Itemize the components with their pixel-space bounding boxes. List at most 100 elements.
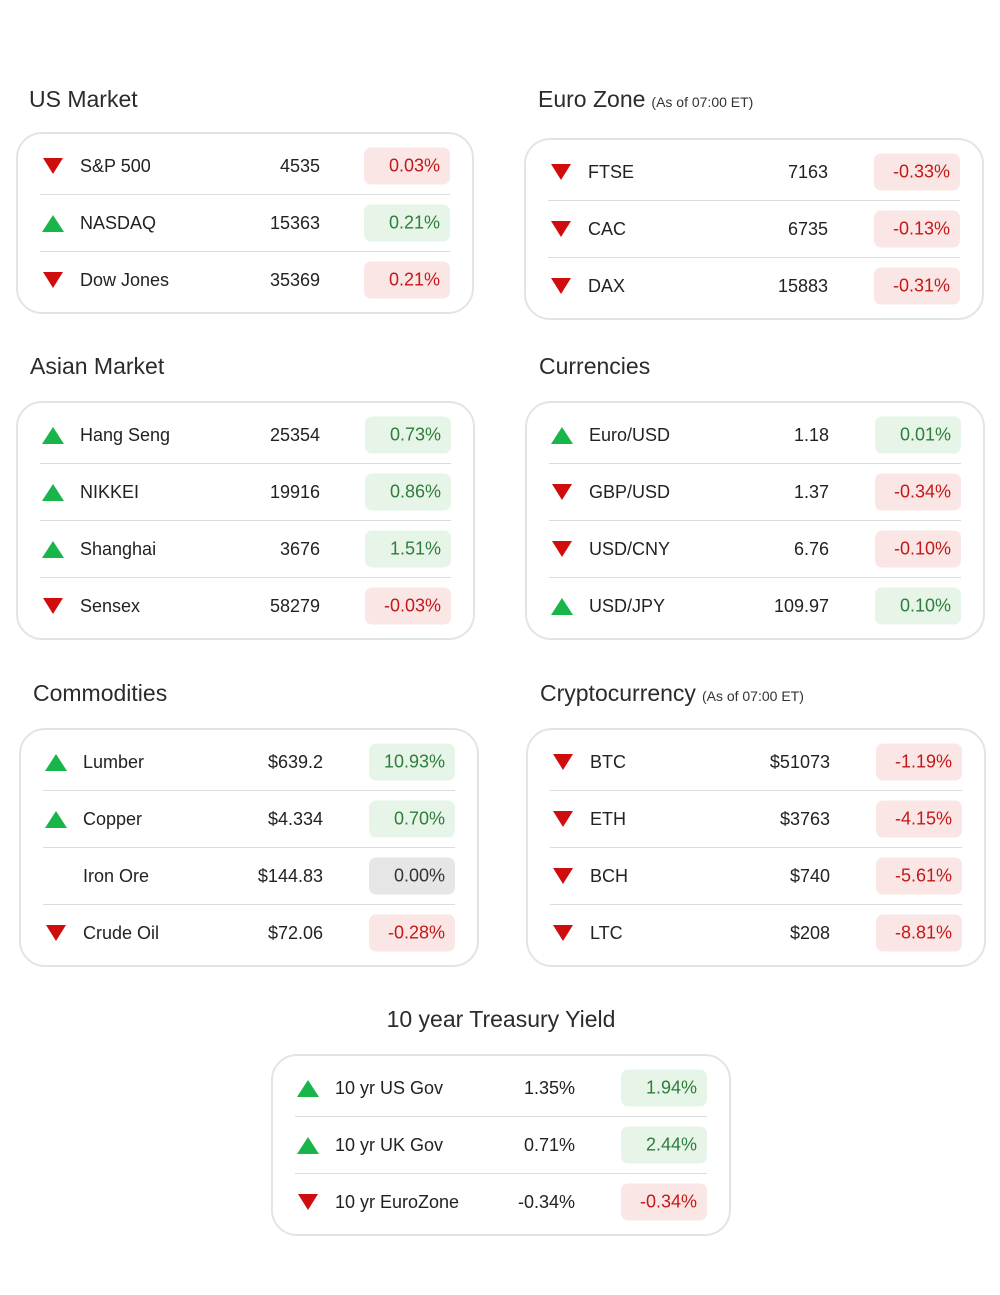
section-title-text: Asian Market: [30, 353, 165, 379]
section-title-text: Euro Zone: [538, 86, 646, 112]
cryptocurrency-section: Cryptocurrency (As of 07:00 ET) BTC $51073…: [526, 678, 986, 967]
ticker-row[interactable]: Shanghai 3676 1.51%: [40, 521, 451, 578]
change-badge: 0.70%: [369, 800, 455, 838]
ticker-name: LTC: [590, 922, 623, 943]
ticker-name: BCH: [590, 865, 629, 886]
change-badge: 1.94%: [621, 1069, 707, 1107]
ticker-name: USD/JPY: [589, 595, 666, 616]
ticker-value: 1.35%: [523, 1077, 575, 1098]
ticker-row[interactable]: 10 yr US Gov 1.35% 1.94%: [295, 1060, 707, 1117]
section-subtitle: (As of 07:00 ET): [651, 94, 754, 110]
ticker-row[interactable]: Euro/USD 1.18 0.01%: [549, 407, 961, 464]
ticker-value: $144.83: [257, 865, 323, 886]
arrow-down-icon: [549, 482, 575, 502]
ticker-row[interactable]: Lumber $639.2 10.93%: [43, 734, 455, 791]
section-title-text: Commodities: [33, 680, 168, 706]
arrow-down-icon: [548, 219, 574, 239]
change-badge: -0.34%: [621, 1183, 707, 1221]
ticker-row[interactable]: 10 yr EuroZone -0.34% -0.34%: [295, 1174, 707, 1230]
ticker-name: USD/CNY: [589, 538, 671, 559]
arrow-up-icon: [549, 596, 575, 616]
change-badge: -0.33%: [874, 153, 960, 191]
ticker-name: 10 yr EuroZone: [335, 1191, 460, 1212]
ticker-value: 0.71%: [523, 1134, 575, 1155]
ticker-row[interactable]: Copper $4.334 0.70%: [43, 791, 455, 848]
ticker-name: Iron Ore: [83, 865, 150, 886]
ticker-value: 7163: [787, 161, 828, 182]
arrow-up-icon: [43, 752, 69, 772]
ticker-value: 58279: [269, 595, 320, 616]
section-title: Currencies: [525, 351, 985, 381]
ticker-row[interactable]: Sensex 58279 -0.03%: [40, 578, 451, 634]
ticker-value: $639.2: [267, 751, 323, 772]
change-badge: 2.44%: [621, 1126, 707, 1164]
ticker-row[interactable]: USD/JPY 109.97 0.10%: [549, 578, 961, 634]
asian-market-card: Hang Seng 25354 0.73% NIKKEI 19916 0.86% Shang…: [16, 401, 475, 640]
ticker-row[interactable]: NASDAQ 15363 0.21%: [40, 195, 450, 252]
ticker-row[interactable]: USD/CNY 6.76 -0.10%: [549, 521, 961, 578]
no-change-icon: [43, 866, 69, 886]
arrow-up-icon: [40, 425, 66, 445]
ticker-name: Dow Jones: [80, 269, 170, 290]
ticker-value: 1.18: [793, 424, 829, 445]
ticker-value: $51073: [769, 751, 830, 772]
ticker-row[interactable]: Dow Jones 35369 0.21%: [40, 252, 450, 308]
ticker-name: 10 yr UK Gov: [335, 1134, 444, 1155]
ticker-value: -0.34%: [517, 1191, 575, 1212]
ticker-row[interactable]: DAX 15883 -0.31%: [548, 258, 960, 314]
ticker-row[interactable]: Iron Ore $144.83 0.00%: [43, 848, 455, 905]
arrow-up-icon: [40, 482, 66, 502]
change-badge: 0.21%: [364, 204, 450, 242]
ticker-row[interactable]: ETH $3763 -4.15%: [550, 791, 962, 848]
ticker-row[interactable]: Crude Oil $72.06 -0.28%: [43, 905, 455, 961]
ticker-value: $72.06: [267, 922, 323, 943]
section-title-text: Cryptocurrency: [540, 680, 696, 706]
arrow-up-icon: [549, 425, 575, 445]
arrow-up-icon: [295, 1135, 321, 1155]
ticker-row[interactable]: CAC 6735 -0.13%: [548, 201, 960, 258]
change-badge: -0.34%: [875, 473, 961, 511]
ticker-value: 19916: [269, 481, 320, 502]
change-badge: 1.51%: [365, 530, 451, 568]
arrow-down-icon: [295, 1192, 321, 1212]
us-market-section: US Market S&P 500 4535 0.03% NASDAQ 15363 0.2…: [16, 84, 474, 314]
arrow-down-icon: [40, 270, 66, 290]
ticker-value: 35369: [269, 269, 320, 290]
change-badge: -0.10%: [875, 530, 961, 568]
ticker-row[interactable]: NIKKEI 19916 0.86%: [40, 464, 451, 521]
treasury-yield-section: 10 year Treasury Yield 10 yr US Gov 1.35%…: [271, 1004, 731, 1236]
ticker-name: Shanghai: [80, 538, 157, 559]
ticker-name: NIKKEI: [80, 481, 140, 502]
change-badge: -4.15%: [876, 800, 962, 838]
section-title: 10 year Treasury Yield: [271, 1004, 731, 1034]
euro-zone-card: FTSE 7163 -0.33% CAC 6735 -0.13% DAX 15883 -0.31…: [524, 138, 984, 320]
ticker-row[interactable]: S&P 500 4535 0.03%: [40, 138, 450, 195]
ticker-name: S&P 500: [80, 155, 151, 176]
ticker-name: Hang Seng: [80, 424, 171, 445]
arrow-down-icon: [549, 539, 575, 559]
currencies-card: Euro/USD 1.18 0.01% GBP/USD 1.37 -0.34% USD/CN…: [525, 401, 985, 640]
currencies-section: Currencies Euro/USD 1.18 0.01% GBP/USD 1.37 -…: [525, 351, 985, 640]
ticker-row[interactable]: LTC $208 -8.81%: [550, 905, 962, 961]
ticker-row[interactable]: BTC $51073 -1.19%: [550, 734, 962, 791]
ticker-value: $4.334: [267, 808, 323, 829]
ticker-value: 6735: [787, 218, 828, 239]
ticker-value: 15363: [269, 212, 320, 233]
ticker-value: 15883: [777, 275, 828, 296]
arrow-down-icon: [40, 596, 66, 616]
commodities-section: Commodities Lumber $639.2 10.93% Copper $4.3…: [19, 678, 479, 967]
change-badge: -0.03%: [365, 587, 451, 625]
change-badge: -0.13%: [874, 210, 960, 248]
asian-market-section: Asian Market Hang Seng 25354 0.73% NIKKEI 19…: [16, 351, 475, 640]
ticker-row[interactable]: Hang Seng 25354 0.73%: [40, 407, 451, 464]
ticker-row[interactable]: FTSE 7163 -0.33%: [548, 144, 960, 201]
ticker-name: Sensex: [80, 595, 141, 616]
ticker-value: $208: [789, 922, 830, 943]
section-subtitle: (As of 07:00 ET): [701, 688, 804, 704]
ticker-value: $3763: [779, 808, 830, 829]
ticker-row[interactable]: 10 yr UK Gov 0.71% 2.44%: [295, 1117, 707, 1174]
ticker-row[interactable]: BCH $740 -5.61%: [550, 848, 962, 905]
cryptocurrency-card: BTC $51073 -1.19% ETH $3763 -4.15% BCH $740 -5.6…: [526, 728, 986, 967]
arrow-down-icon: [40, 156, 66, 176]
ticker-row[interactable]: GBP/USD 1.37 -0.34%: [549, 464, 961, 521]
